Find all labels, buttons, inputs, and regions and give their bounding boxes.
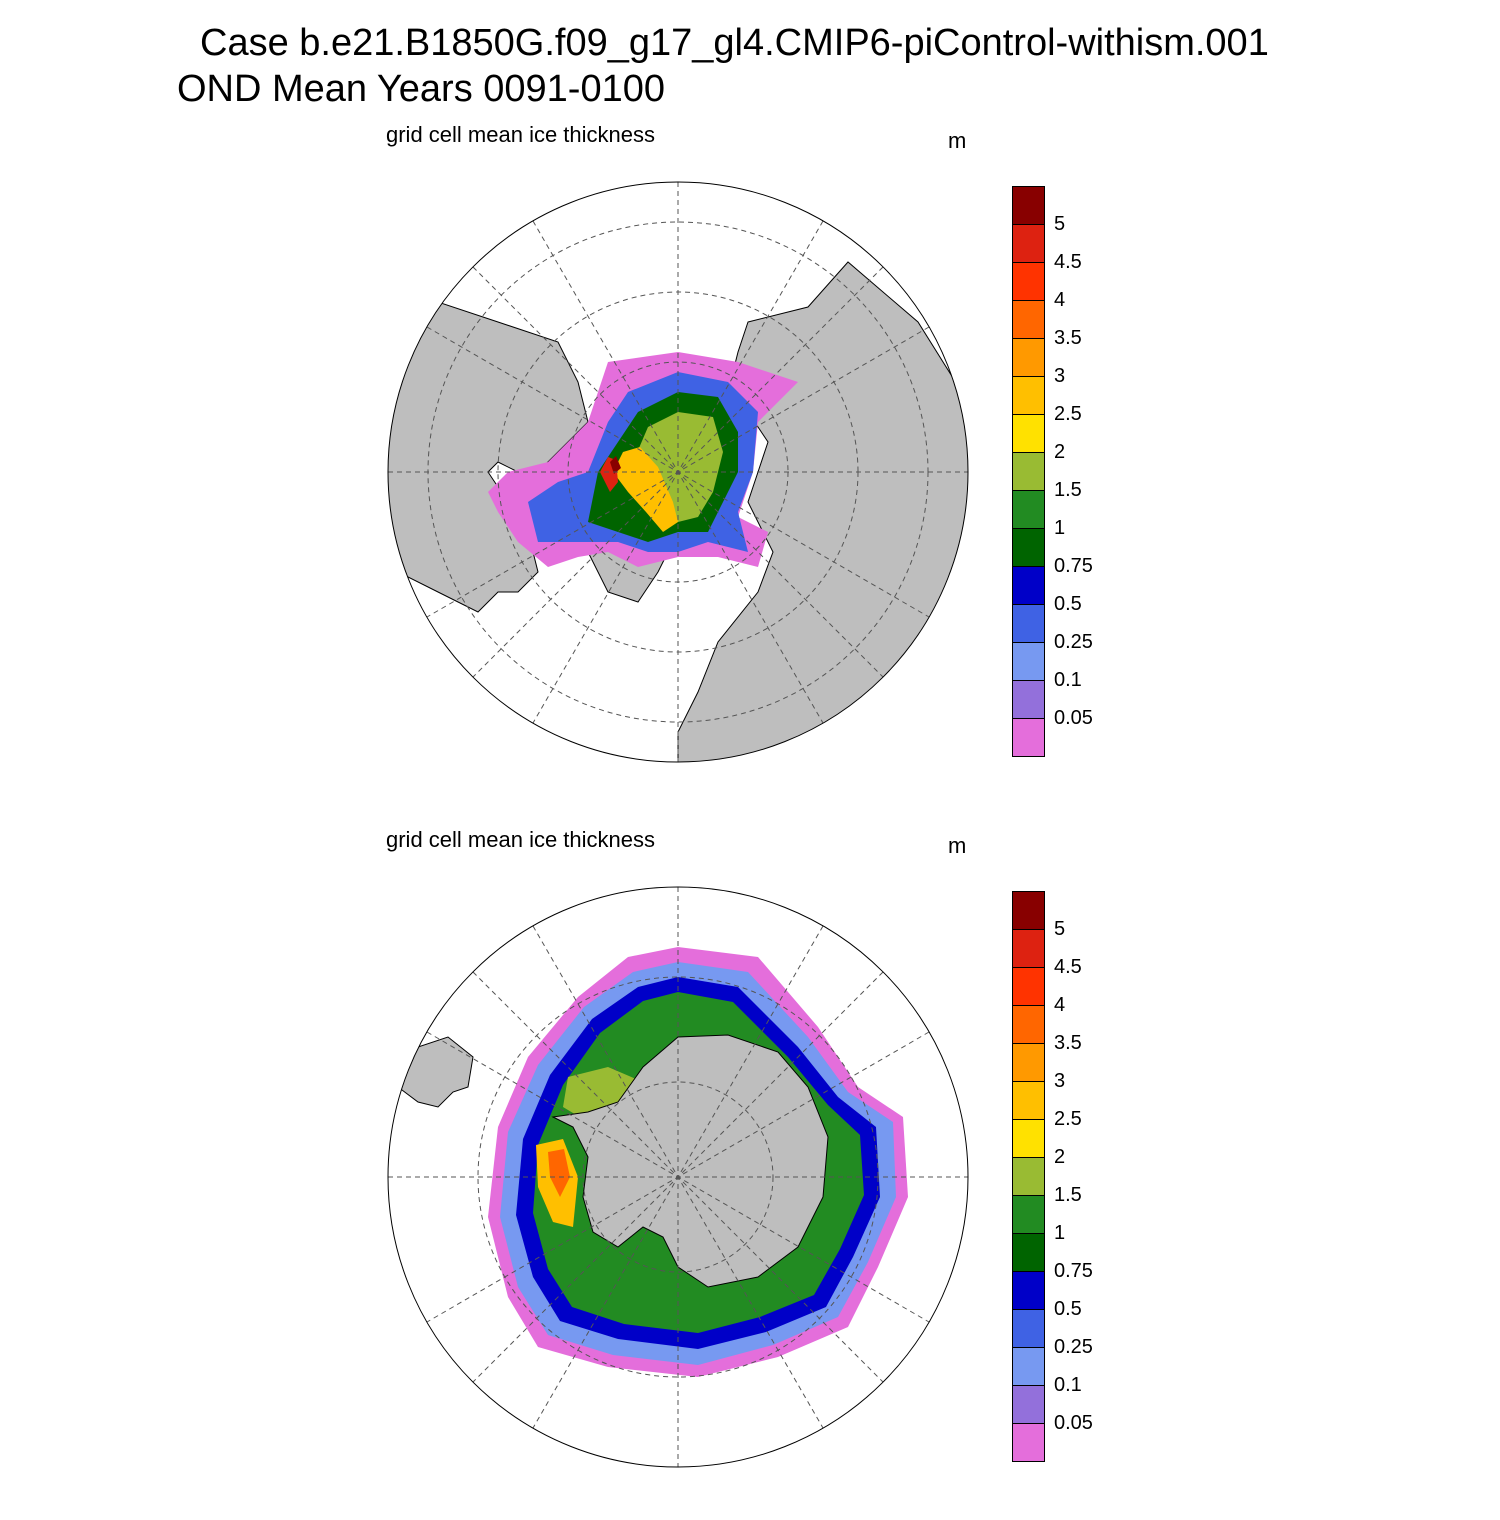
units-label: m (948, 833, 967, 858)
colorbar-tick-label: 0.25 (1054, 1336, 1093, 1358)
meridian-line (426, 326, 930, 618)
colorbar-swatch (1012, 1043, 1045, 1081)
colorbar-tick-label: 5 (1054, 918, 1066, 940)
panel-title: grid cell mean ice thickness (386, 122, 656, 147)
colorbar-swatch (1012, 300, 1045, 338)
colorbar-swatch (1012, 338, 1045, 376)
colorbar-tick-label: 3.5 (1054, 1032, 1082, 1054)
north-hemisphere-panel: grid cell mean ice thickness m (0, 110, 1500, 815)
colorbar-swatch (1012, 566, 1045, 604)
colorbar-swatch (1012, 490, 1045, 528)
colorbar-swatch (1012, 604, 1045, 642)
colorbar-tick-label: 5 (1054, 213, 1066, 235)
colorbar-swatch (1012, 718, 1045, 757)
sea-ice-weddell-ridge (548, 1149, 570, 1197)
land-south-america (397, 1036, 474, 1108)
figure-title-period: OND Mean Years 0091-0100 (177, 68, 665, 110)
colorbar-swatch (1012, 1271, 1045, 1309)
colorbar-swatch (1012, 1005, 1045, 1043)
meridian-line (426, 1031, 930, 1323)
colorbar-swatch (1012, 1385, 1045, 1423)
colorbar-tick-label: 4 (1054, 289, 1066, 311)
colorbar-swatch (1012, 452, 1045, 490)
colorbar-swatch (1012, 262, 1045, 300)
colorbar-tick-label: 1.5 (1054, 1184, 1082, 1206)
map-border (387, 181, 969, 763)
colorbar-tick-label: 3.5 (1054, 327, 1082, 349)
colorbar-tick-label: 2.5 (1054, 1108, 1082, 1130)
colorbar-tick-label: 0.1 (1054, 1374, 1082, 1396)
colorbar-legend: 0.05 0.1 0.25 0.5 0.75 1 1.5 2 2.5 3 3.5 4 4.5 5 (1012, 186, 1122, 761)
latitude-circle (582, 1081, 774, 1273)
sea-ice-extreme (610, 456, 621, 474)
colorbar-tick-label: 2 (1054, 1146, 1066, 1168)
colorbar-swatch (1012, 1119, 1045, 1157)
colorbar-swatch (1012, 186, 1045, 224)
colorbar-swatch (1012, 1347, 1045, 1385)
colorbar-tick-label: 4.5 (1054, 956, 1082, 978)
colorbar-tick-label: 0.25 (1054, 631, 1093, 653)
colorbar-swatch (1012, 967, 1045, 1005)
colorbar-swatch (1012, 680, 1045, 718)
figure-title-case: Case b.e21.B1850G.f09_g17_gl4.CMIP6-piCo… (200, 22, 1269, 64)
colorbar-swatch (1012, 929, 1045, 967)
colorbar-tick-label: 1 (1054, 517, 1066, 539)
colorbar-tick-label: 0.05 (1054, 1412, 1093, 1434)
colorbar-tick-label: 0.75 (1054, 555, 1093, 577)
colorbar-tick-label: 2.5 (1054, 403, 1082, 425)
colorbar-swatch (1012, 1195, 1045, 1233)
colorbar-swatch (1012, 891, 1045, 929)
colorbar-tick-label: 0.05 (1054, 707, 1093, 729)
south-hemisphere-panel: grid cell mean ice thickness m (0, 815, 1500, 1520)
colorbar-tick-label: 0.1 (1054, 669, 1082, 691)
colorbar-tick-label: 0.75 (1054, 1260, 1093, 1282)
colorbar-swatch (1012, 1081, 1045, 1119)
panel-title: grid cell mean ice thickness (386, 827, 656, 852)
colorbar-swatch (1012, 1233, 1045, 1271)
south-polar-map (387, 886, 969, 1468)
colorbar-tick-label: 1 (1054, 1222, 1066, 1244)
map-border (387, 886, 969, 1468)
colorbar-swatch (1012, 1157, 1045, 1195)
colorbar-swatch (1012, 1423, 1045, 1462)
sea-ice-thickest (613, 447, 678, 532)
colorbar-legend: 0.05 0.1 0.25 0.5 0.75 1 1.5 2 2.5 3 3.5 4 4.5 5 (1012, 891, 1122, 1466)
north-polar-map (387, 181, 969, 763)
colorbar-swatch (1012, 414, 1045, 452)
colorbar-swatch (1012, 376, 1045, 414)
colorbar-swatch (1012, 642, 1045, 680)
colorbar-tick-label: 0.5 (1054, 1298, 1082, 1320)
units-label: m (948, 128, 967, 153)
colorbar-swatch (1012, 224, 1045, 262)
colorbar-tick-label: 3 (1054, 1070, 1066, 1092)
colorbar-swatch (1012, 528, 1045, 566)
colorbar-tick-label: 3 (1054, 365, 1066, 387)
colorbar-tick-label: 1.5 (1054, 479, 1082, 501)
colorbar-tick-label: 4 (1054, 994, 1066, 1016)
colorbar-swatch (1012, 1309, 1045, 1347)
colorbar-tick-label: 4.5 (1054, 251, 1082, 273)
colorbar-tick-label: 0.5 (1054, 593, 1082, 615)
colorbar-tick-label: 2 (1054, 441, 1066, 463)
land-north-america (388, 301, 589, 613)
